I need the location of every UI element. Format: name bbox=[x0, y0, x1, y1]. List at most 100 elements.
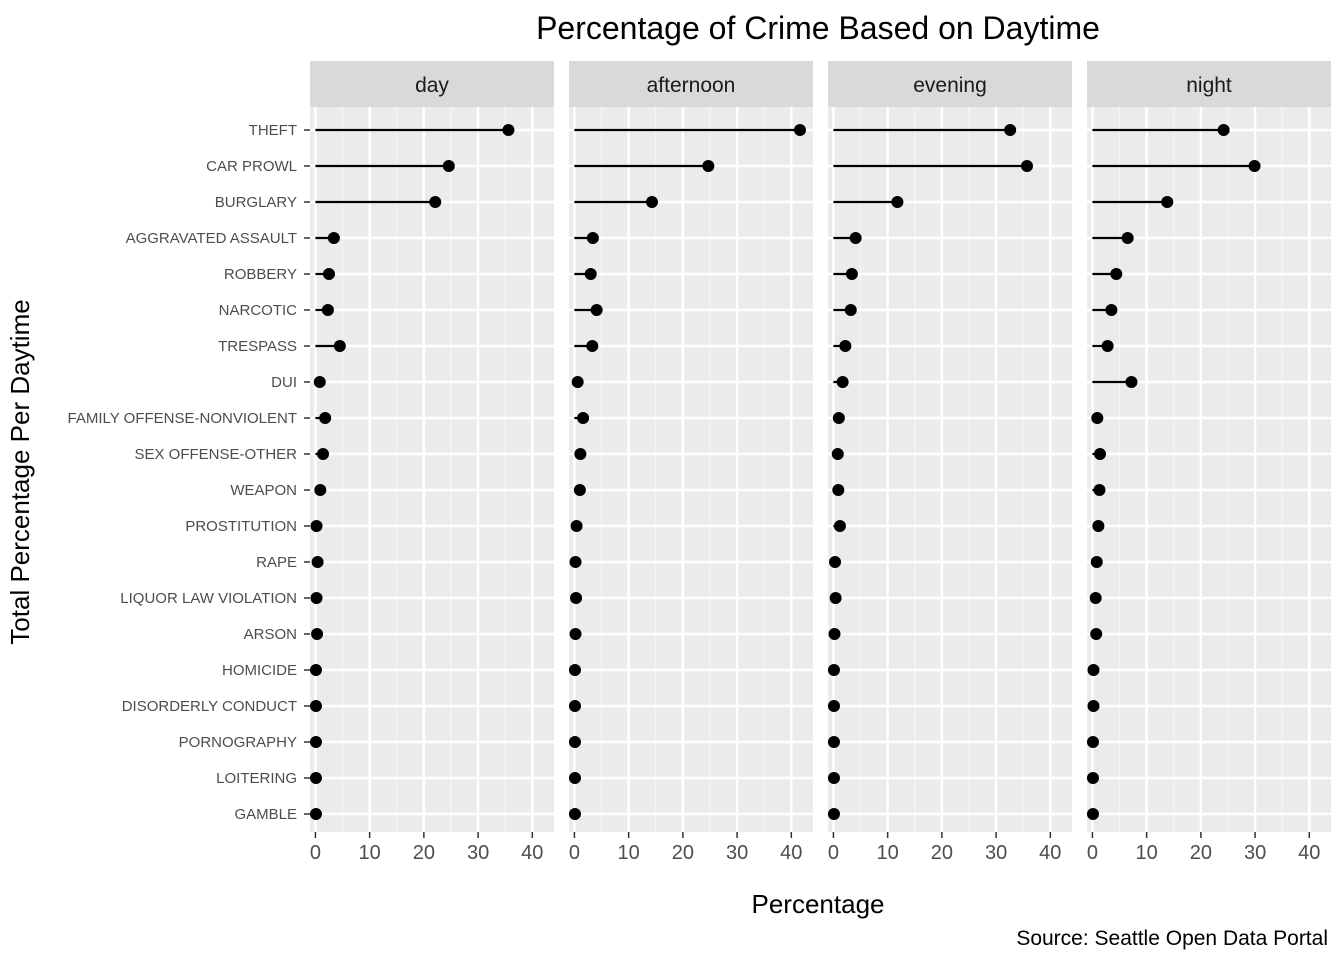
x-tick-label: 30 bbox=[726, 842, 748, 864]
panel-background bbox=[569, 107, 813, 832]
lollipop-point bbox=[1161, 196, 1174, 208]
chart-title: Percentage of Crime Based on Daytime bbox=[536, 10, 1100, 46]
lollipop-point bbox=[827, 736, 840, 748]
lollipop-point bbox=[586, 232, 599, 244]
x-axis-title: Percentage bbox=[752, 889, 885, 919]
category-label: PORNOGRAPHY bbox=[179, 734, 297, 751]
lollipop-point bbox=[1094, 448, 1107, 460]
lollipop-point bbox=[311, 628, 324, 640]
category-label: FAMILY OFFENSE-NONVIOLENT bbox=[68, 410, 297, 427]
lollipop-point bbox=[327, 232, 340, 244]
lollipop-point bbox=[827, 772, 840, 784]
category-label: WEAPON bbox=[230, 482, 297, 499]
x-tick-label: 10 bbox=[877, 842, 899, 864]
lollipop-point bbox=[1087, 700, 1100, 712]
category-axis: THEFT CAR PROWL BURGLARY AGGRAVATED ASSAULT… bbox=[68, 122, 310, 823]
lollipop-point bbox=[844, 304, 857, 316]
lollipop-point bbox=[1248, 160, 1261, 172]
panel-strip-label: day bbox=[415, 74, 449, 97]
category-label: THEFT bbox=[249, 122, 297, 139]
lollipop-point bbox=[429, 196, 442, 208]
lollipop-point bbox=[502, 124, 515, 136]
category-label: LOITERING bbox=[216, 770, 297, 787]
category-label: SEX OFFENSE-OTHER bbox=[134, 446, 297, 463]
lollipop-point bbox=[829, 592, 842, 604]
lollipop-point bbox=[793, 124, 806, 136]
lollipop-point bbox=[1090, 628, 1103, 640]
lollipop-point bbox=[317, 448, 330, 460]
panel-evening: evening 0 10 20 30 40 bbox=[828, 61, 1072, 864]
lollipop-point bbox=[568, 808, 581, 820]
lollipop-point bbox=[577, 412, 590, 424]
category-label: ROBBERY bbox=[224, 266, 297, 283]
lollipop-point bbox=[1092, 520, 1105, 532]
x-tick-label: 40 bbox=[1298, 842, 1320, 864]
lollipop-point bbox=[573, 484, 586, 496]
x-tick-label: 30 bbox=[467, 842, 489, 864]
lollipop-point bbox=[1086, 772, 1099, 784]
category-label: BURGLARY bbox=[215, 194, 297, 211]
x-tick-label: 20 bbox=[931, 842, 953, 864]
lollipop-point bbox=[584, 268, 597, 280]
chart-caption: Source: Seattle Open Data Portal bbox=[1016, 927, 1328, 950]
lollipop-point bbox=[568, 664, 581, 676]
panel-strip-label: afternoon bbox=[647, 74, 736, 97]
lollipop-point bbox=[832, 484, 845, 496]
lollipop-point bbox=[574, 448, 587, 460]
lollipop-point bbox=[1101, 340, 1114, 352]
lollipop-point bbox=[321, 304, 334, 316]
panel-night: night 0 10 20 30 40 bbox=[1087, 61, 1331, 864]
lollipop-point bbox=[891, 196, 904, 208]
lollipop-point bbox=[313, 376, 326, 388]
lollipop-point bbox=[568, 700, 581, 712]
lollipop-point bbox=[827, 808, 840, 820]
lollipop-point bbox=[590, 304, 603, 316]
x-tick-label: 0 bbox=[569, 842, 580, 864]
lollipop-point bbox=[309, 736, 322, 748]
lollipop-point bbox=[645, 196, 658, 208]
x-tick-label: 40 bbox=[1039, 842, 1061, 864]
x-tick-label: 0 bbox=[310, 842, 321, 864]
category-label: LIQUOR LAW VIOLATION bbox=[120, 590, 297, 607]
lollipop-point bbox=[309, 772, 322, 784]
lollipop-point bbox=[1089, 592, 1102, 604]
lollipop-point bbox=[1086, 736, 1099, 748]
lollipop-point bbox=[1004, 124, 1017, 136]
panel-background bbox=[310, 107, 554, 832]
lollipop-point bbox=[309, 664, 322, 676]
x-tick-label: 10 bbox=[618, 842, 640, 864]
lollipop-point bbox=[309, 808, 322, 820]
lollipop-point bbox=[569, 556, 582, 568]
x-tick-label: 40 bbox=[521, 842, 543, 864]
category-label: NARCOTIC bbox=[219, 302, 298, 319]
lollipop-point bbox=[311, 556, 324, 568]
lollipop-point bbox=[839, 340, 852, 352]
x-tick-label: 10 bbox=[359, 842, 381, 864]
lollipop-point bbox=[827, 664, 840, 676]
category-label: AGGRAVATED ASSAULT bbox=[126, 230, 297, 247]
lollipop-point bbox=[1020, 160, 1033, 172]
chart-panels: day 0 10 20 30 40 afternoon 0 10 20 30 40 evening 0 10… bbox=[310, 61, 1331, 864]
panel-strip bbox=[569, 61, 813, 107]
category-label: DISORDERLY CONDUCT bbox=[122, 698, 297, 715]
panel-day: day 0 10 20 30 40 bbox=[310, 61, 554, 864]
lollipop-point bbox=[827, 700, 840, 712]
lollipop-point bbox=[1091, 412, 1104, 424]
panel-strip bbox=[1087, 61, 1331, 107]
category-label: ARSON bbox=[244, 626, 297, 643]
lollipop-point bbox=[1125, 376, 1138, 388]
lollipop-point bbox=[570, 592, 583, 604]
x-tick-label: 0 bbox=[1087, 842, 1098, 864]
lollipop-point bbox=[568, 736, 581, 748]
lollipop-point bbox=[586, 340, 599, 352]
lollipop-point bbox=[310, 592, 323, 604]
lollipop-point bbox=[310, 520, 323, 532]
panel-background bbox=[1087, 107, 1331, 832]
panel-strip bbox=[310, 61, 554, 107]
panel-strip-label: night bbox=[1186, 74, 1232, 97]
lollipop-point bbox=[833, 520, 846, 532]
lollipop-point bbox=[333, 340, 346, 352]
lollipop-point bbox=[309, 700, 322, 712]
lollipop-point bbox=[1121, 232, 1134, 244]
